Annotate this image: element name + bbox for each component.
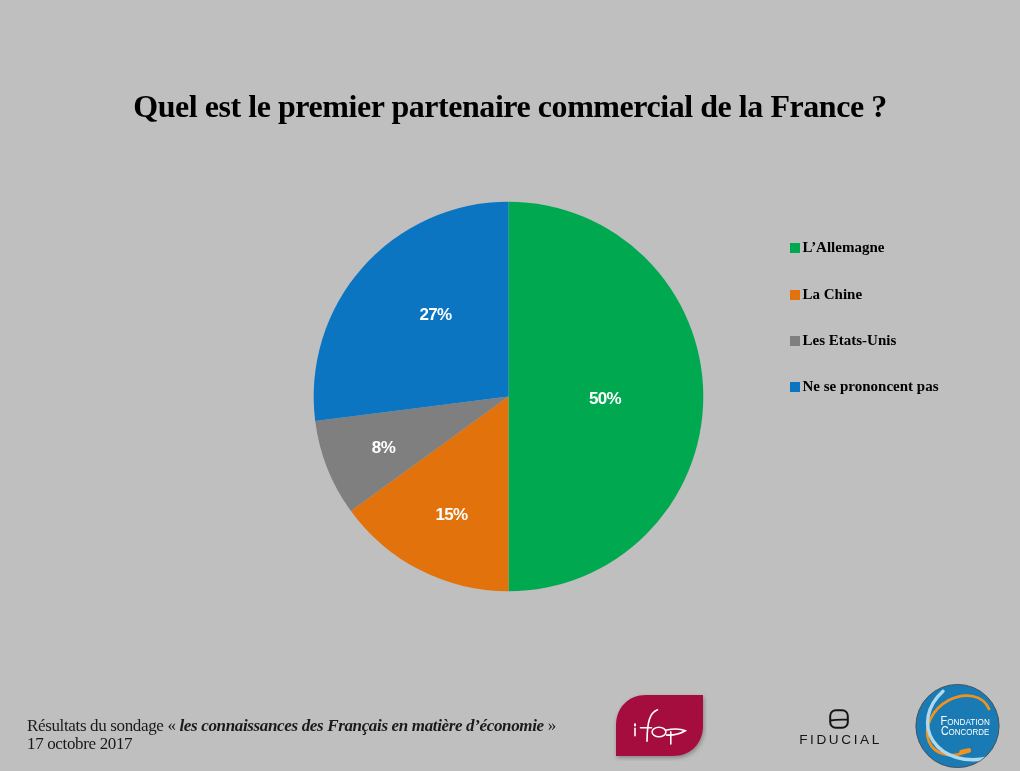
svg-text:CONCORDE: CONCORDE — [941, 723, 990, 738]
